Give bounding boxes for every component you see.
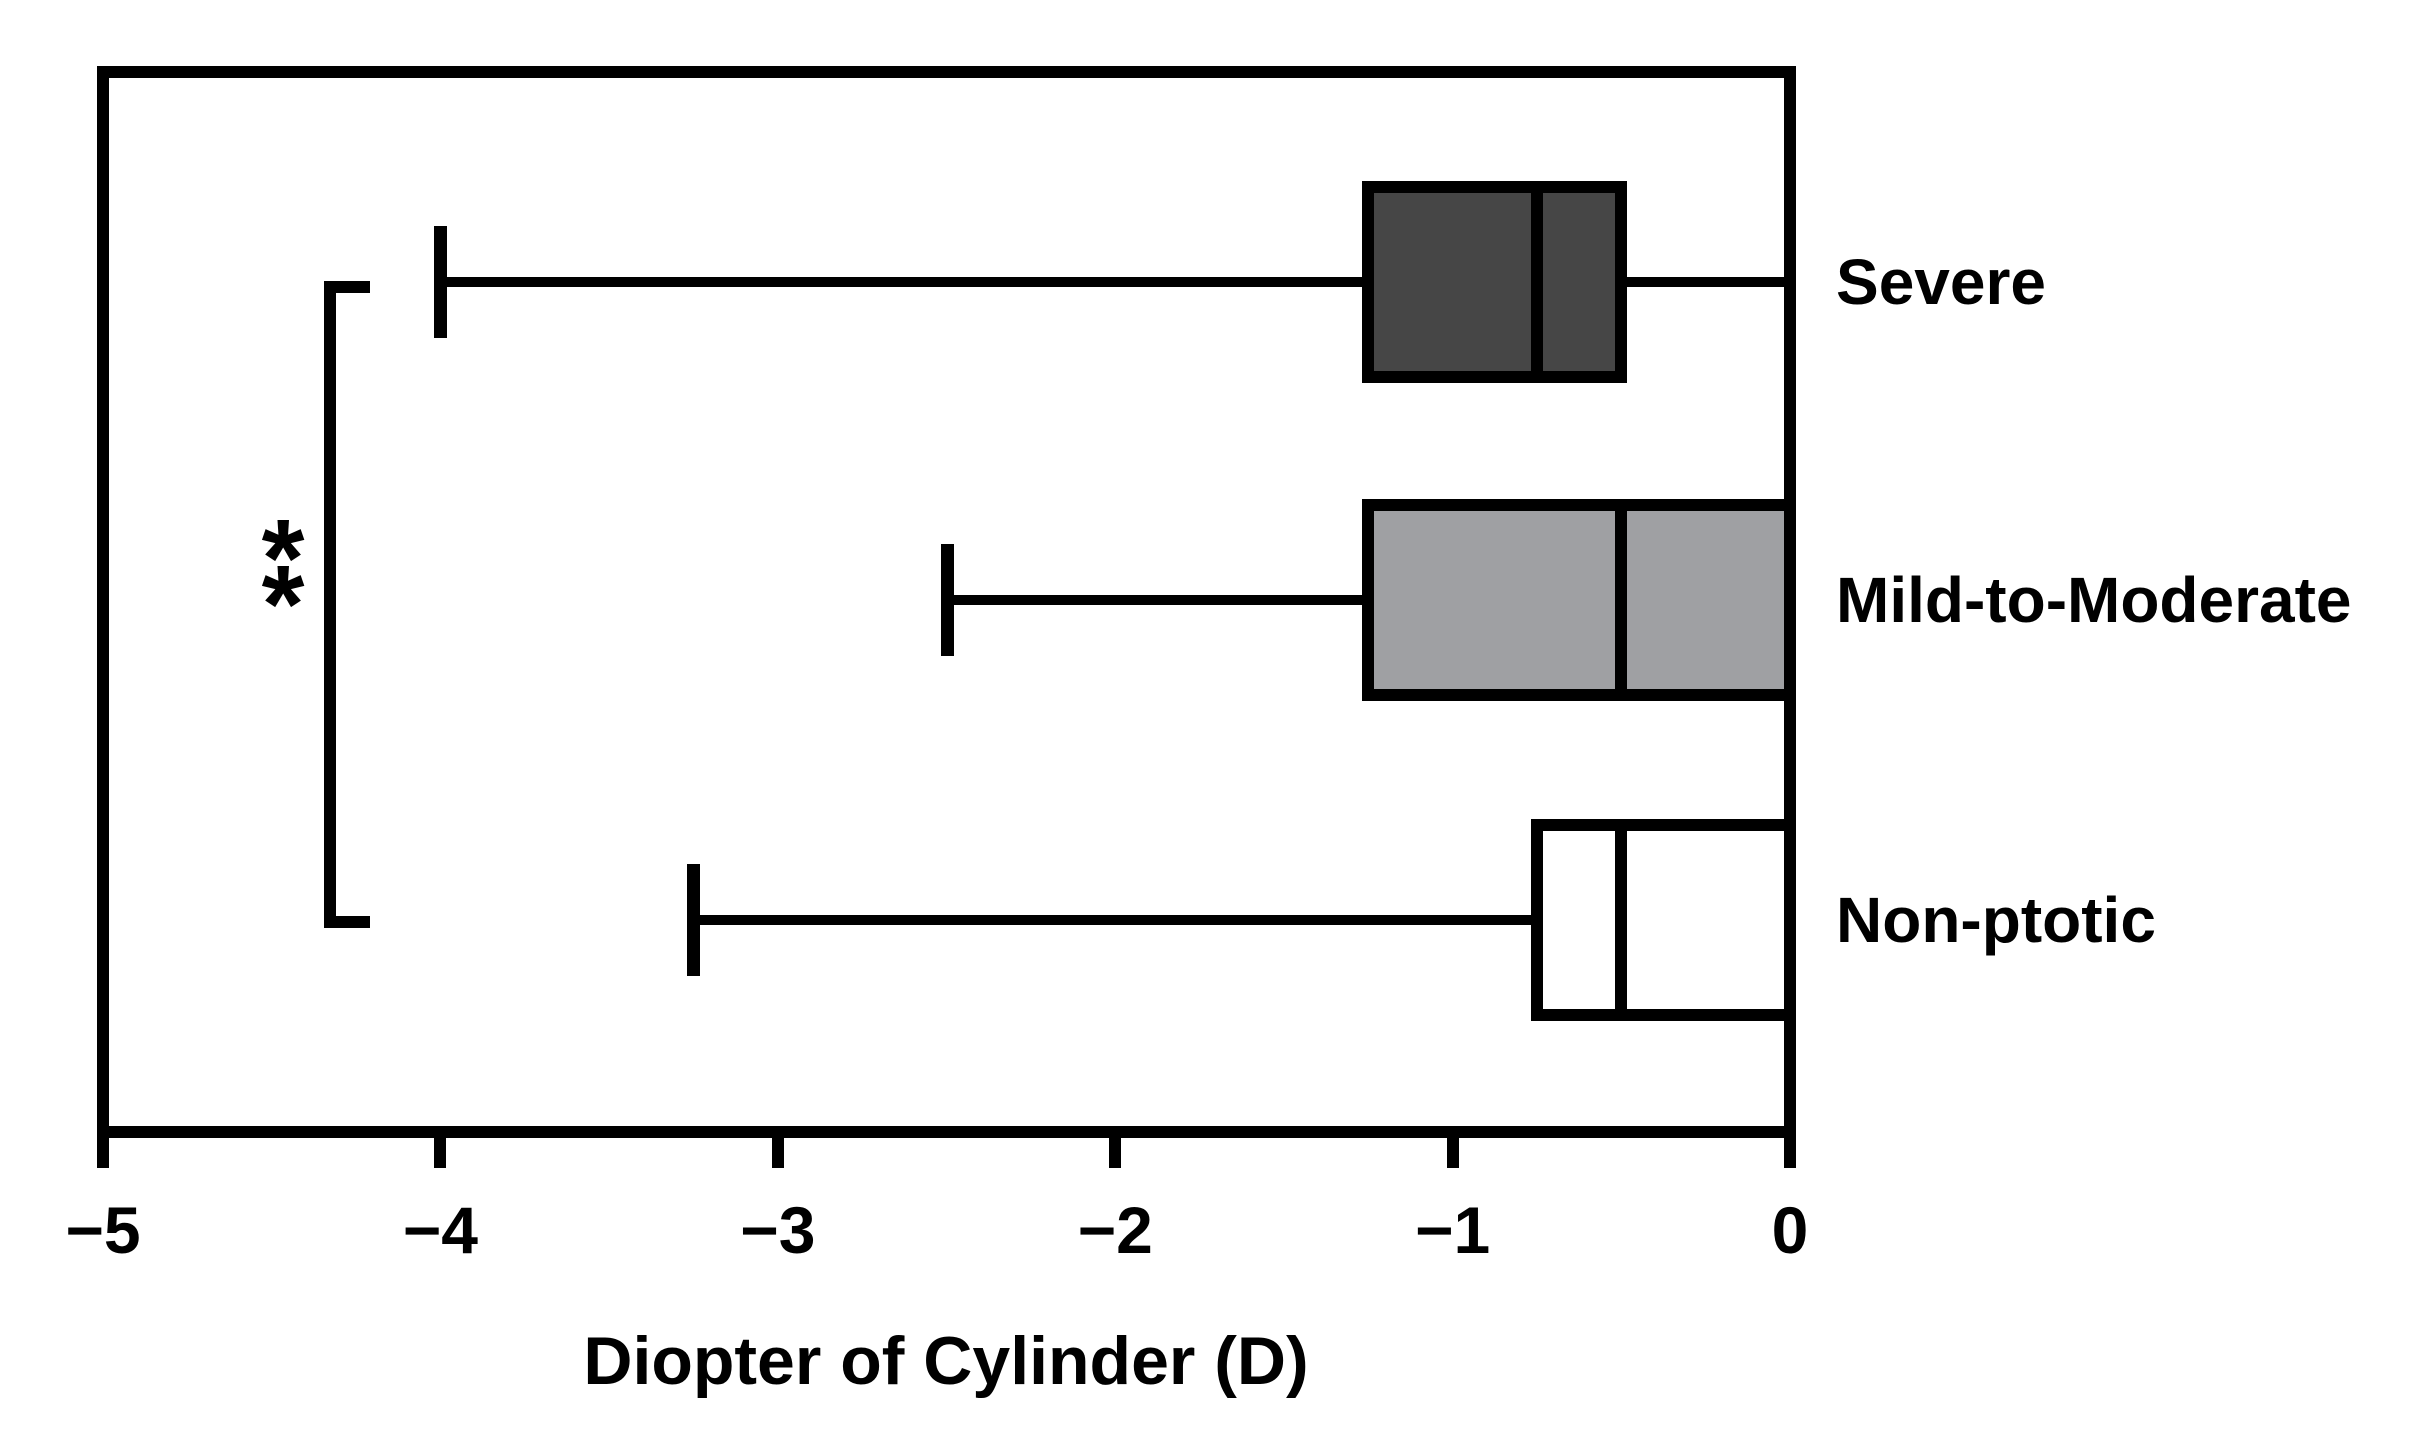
x-tick-5 bbox=[1784, 1132, 1796, 1168]
x-tick-label-1: −4 bbox=[402, 1193, 479, 1267]
group-label-2: Non-ptotic bbox=[1836, 884, 2156, 956]
significance-bracket-vertical bbox=[324, 281, 336, 928]
median-line-2 bbox=[1615, 819, 1628, 1021]
box-2 bbox=[1530, 819, 1796, 1021]
significance-stars: * * bbox=[261, 504, 305, 666]
x-tick-label-3: −2 bbox=[1077, 1193, 1153, 1267]
significance-bracket-top-arm bbox=[324, 281, 370, 293]
group-label-0: Severe bbox=[1836, 246, 2046, 318]
x-tick-4 bbox=[1446, 1132, 1459, 1168]
whisker-left-0 bbox=[440, 277, 1369, 287]
x-tick-0 bbox=[97, 1132, 109, 1168]
x-axis-title: Diopter of Cylinder (D) bbox=[583, 1323, 1309, 1399]
x-tick-2 bbox=[771, 1132, 784, 1168]
x-tick-label-0: −5 bbox=[65, 1193, 141, 1267]
x-tick-3 bbox=[1109, 1132, 1122, 1168]
whisker-left-2 bbox=[693, 915, 1537, 925]
x-tick-label-4: −1 bbox=[1414, 1193, 1491, 1267]
box-0 bbox=[1362, 181, 1628, 383]
median-line-0 bbox=[1530, 181, 1543, 383]
median-line-1 bbox=[1615, 499, 1628, 701]
whisker-cap-1 bbox=[940, 544, 954, 656]
whisker-cap-0 bbox=[434, 226, 448, 338]
x-tick-label-5: 0 bbox=[1771, 1193, 1809, 1267]
box-1 bbox=[1362, 499, 1796, 701]
whisker-cap-2 bbox=[687, 864, 701, 976]
significance-bracket-bottom-arm bbox=[324, 916, 370, 928]
x-tick-label-2: −3 bbox=[740, 1193, 816, 1267]
whisker-right-0 bbox=[1621, 277, 1790, 287]
group-label-1: Mild-to-Moderate bbox=[1836, 564, 2352, 636]
whisker-left-1 bbox=[946, 595, 1369, 605]
x-tick-1 bbox=[434, 1132, 447, 1168]
asterisk: * bbox=[261, 543, 305, 666]
